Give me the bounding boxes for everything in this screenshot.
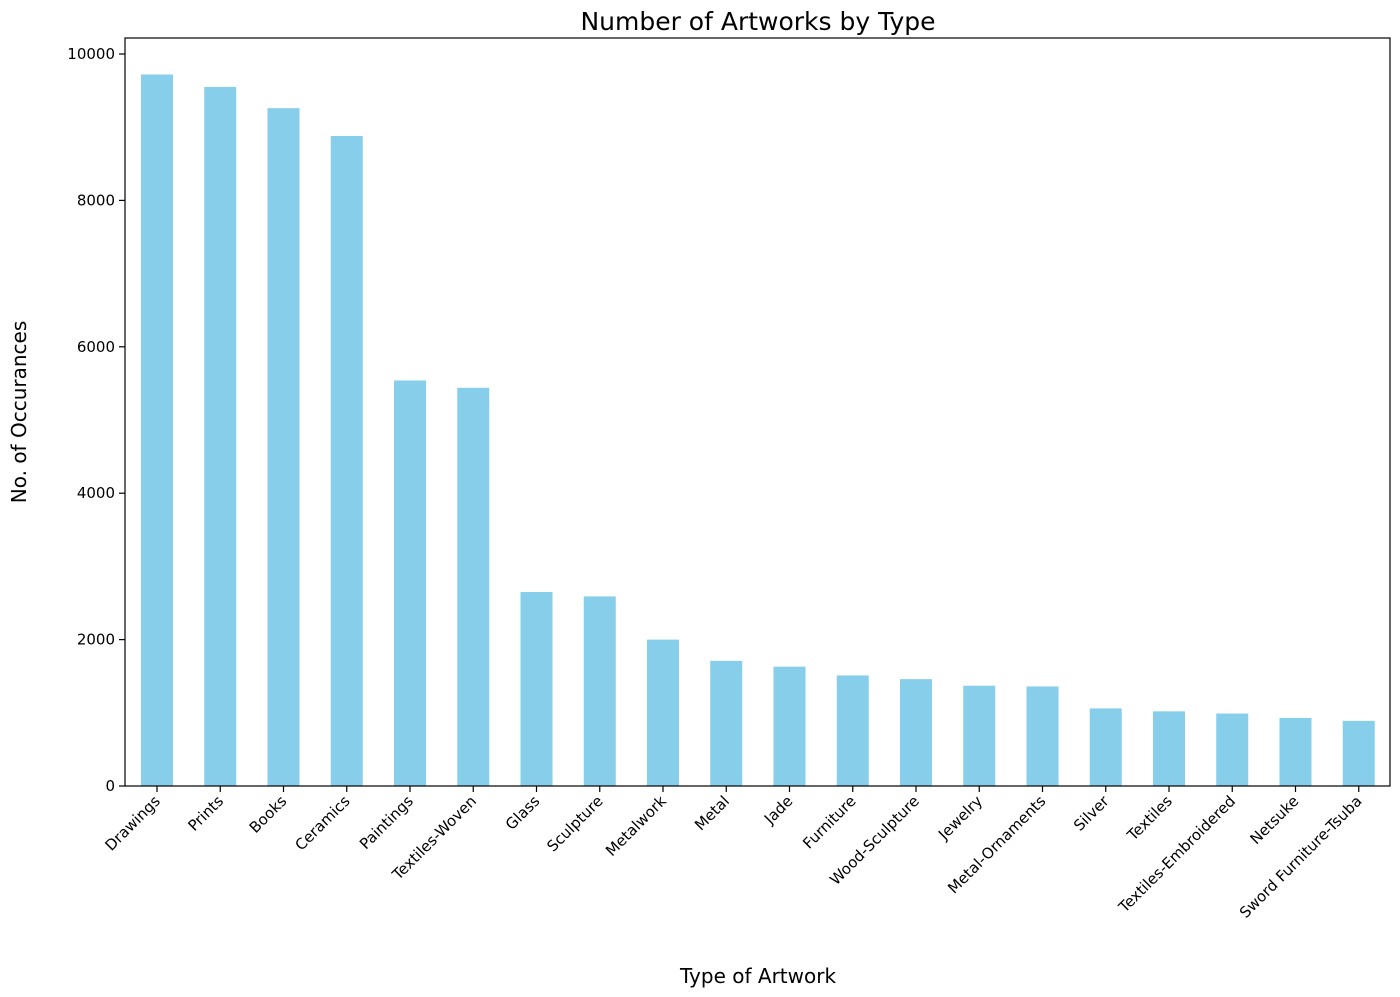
y-axis-label: No. of Occurances — [7, 321, 31, 503]
x-tick-label: Books — [246, 792, 291, 837]
bar-sculpture — [583, 596, 616, 786]
x-tick-label: Ceramics — [291, 792, 353, 854]
bar-textiles — [1153, 711, 1185, 786]
bar-ceramics — [330, 135, 363, 786]
x-axis: Drawings Prints Books Ceramics Paintings Text… — [101, 786, 1366, 922]
x-tick-label: Textiles-Embroidered — [1114, 792, 1239, 917]
bar-jade — [773, 666, 806, 786]
x-axis-label: Type of Artwork — [679, 964, 836, 988]
x-tick-label: Jade — [760, 792, 796, 828]
x-tick-label: Glass — [502, 792, 544, 834]
bar-paintings — [394, 380, 426, 786]
y-tick-label: 2000 — [77, 631, 115, 649]
chart-title: Number of Artworks by Type — [580, 7, 935, 36]
x-tick-label: Textiles — [1123, 792, 1176, 845]
bar-books — [267, 108, 300, 787]
y-tick-label: 10000 — [67, 45, 115, 63]
x-tick-label: Prints — [184, 792, 227, 835]
x-tick-label: Silver — [1070, 792, 1113, 835]
bar-metal — [710, 660, 743, 786]
bar-silver — [1089, 708, 1122, 786]
y-tick-label: 4000 — [77, 484, 115, 502]
bar-sword-furniture-tsuba — [1342, 720, 1375, 786]
bar-textiles-embroidered — [1216, 713, 1249, 786]
x-tick-label: Metal — [691, 792, 733, 834]
y-axis: 0 2000 4000 6000 8000 10000 — [67, 45, 125, 795]
bar-wood-sculpture — [900, 679, 932, 786]
y-tick-label: 0 — [105, 777, 115, 795]
x-tick-label: Sword Furniture-Tsuba — [1236, 792, 1366, 922]
x-tick-label: Metalwork — [602, 792, 670, 860]
bar-netsuke — [1279, 717, 1312, 786]
x-tick-label: Sculpture — [543, 792, 606, 855]
bar-metalwork — [647, 639, 679, 786]
bar-jewelry — [963, 685, 996, 786]
x-tick-label: Netsuke — [1246, 792, 1302, 848]
bar-drawings — [141, 74, 173, 787]
x-tick-label: Jewelry — [934, 792, 986, 844]
bar-textiles-woven — [457, 387, 490, 786]
bars-group — [141, 74, 1375, 787]
y-tick-label: 8000 — [77, 191, 115, 209]
x-tick-label: Furniture — [799, 792, 859, 852]
y-tick-label: 6000 — [77, 338, 115, 356]
bar-glass — [520, 592, 553, 786]
bar-prints — [204, 86, 237, 786]
x-tick-label: Drawings — [101, 792, 163, 854]
x-tick-label: Paintings — [356, 792, 417, 853]
plot-frame — [124, 37, 1391, 787]
bar-metal-ornaments — [1026, 686, 1059, 786]
bar-furniture — [836, 675, 869, 786]
